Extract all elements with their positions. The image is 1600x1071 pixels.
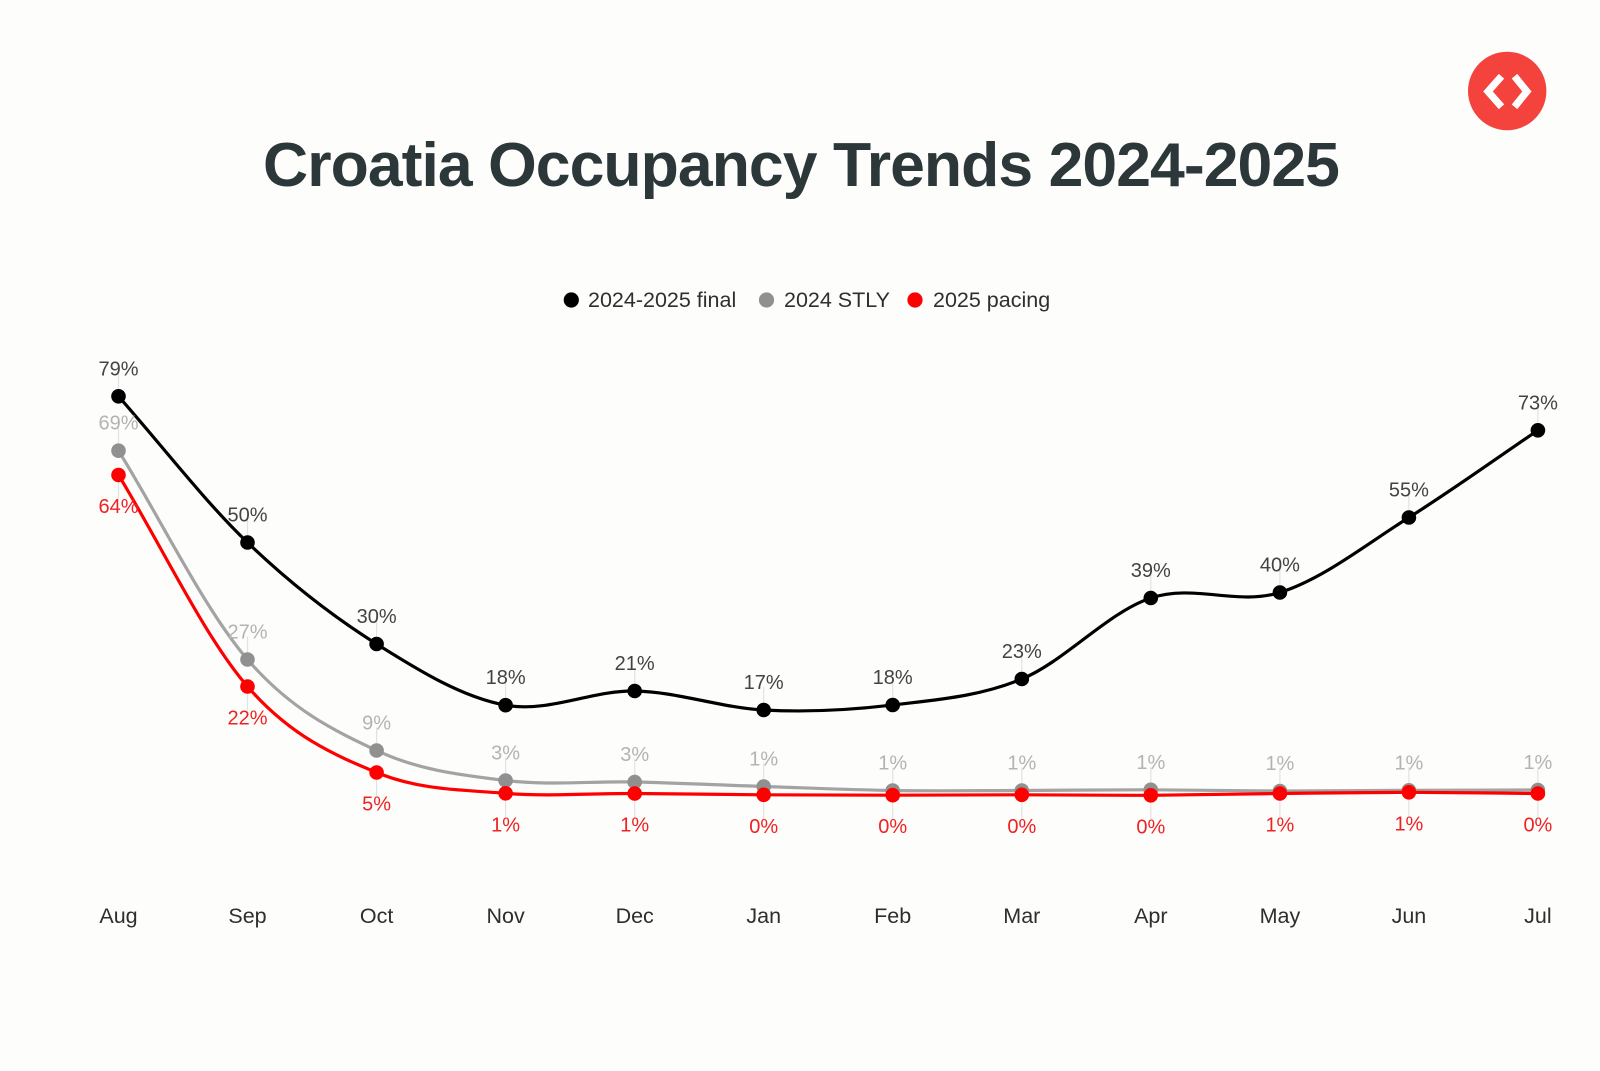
- svg-text:1%: 1%: [1394, 752, 1423, 774]
- svg-text:Dec: Dec: [616, 904, 654, 928]
- svg-text:0%: 0%: [1007, 816, 1036, 838]
- svg-text:2024-2025 final: 2024-2025 final: [588, 288, 736, 312]
- svg-text:79%: 79%: [98, 358, 138, 380]
- svg-text:Croatia Occupancy Trends 2024-: Croatia Occupancy Trends 2024-2025: [263, 130, 1339, 200]
- svg-text:1%: 1%: [1265, 815, 1294, 837]
- svg-text:30%: 30%: [357, 606, 397, 628]
- svg-text:1%: 1%: [1136, 752, 1165, 774]
- svg-text:Nov: Nov: [486, 904, 524, 928]
- svg-text:22%: 22%: [227, 708, 267, 730]
- svg-text:18%: 18%: [873, 667, 913, 689]
- svg-text:2025 pacing: 2025 pacing: [933, 288, 1050, 312]
- svg-text:Oct: Oct: [360, 904, 393, 928]
- svg-text:Feb: Feb: [874, 904, 911, 928]
- svg-text:40%: 40%: [1260, 555, 1300, 577]
- svg-text:Apr: Apr: [1134, 904, 1167, 928]
- svg-text:50%: 50%: [227, 505, 267, 527]
- svg-text:1%: 1%: [1523, 752, 1552, 774]
- svg-text:1%: 1%: [1394, 813, 1423, 835]
- svg-text:3%: 3%: [491, 743, 520, 765]
- svg-text:39%: 39%: [1131, 560, 1171, 582]
- svg-text:May: May: [1260, 904, 1301, 928]
- svg-text:1%: 1%: [749, 749, 778, 771]
- svg-text:0%: 0%: [1136, 816, 1165, 838]
- svg-text:5%: 5%: [362, 794, 391, 816]
- svg-text:23%: 23%: [1002, 641, 1042, 663]
- svg-text:Jan: Jan: [746, 904, 781, 928]
- svg-text:1%: 1%: [1007, 753, 1036, 775]
- svg-text:Jul: Jul: [1524, 904, 1551, 928]
- svg-text:27%: 27%: [227, 622, 267, 644]
- svg-text:Mar: Mar: [1003, 904, 1040, 928]
- svg-text:Jun: Jun: [1392, 904, 1427, 928]
- svg-text:2024 STLY: 2024 STLY: [784, 288, 890, 312]
- svg-text:Aug: Aug: [99, 904, 137, 928]
- svg-text:9%: 9%: [362, 713, 391, 735]
- svg-text:18%: 18%: [486, 667, 526, 689]
- svg-text:17%: 17%: [744, 672, 784, 694]
- svg-text:1%: 1%: [491, 814, 520, 836]
- svg-text:64%: 64%: [98, 496, 138, 518]
- svg-text:0%: 0%: [749, 816, 778, 838]
- svg-text:21%: 21%: [615, 653, 655, 675]
- svg-text:3%: 3%: [620, 744, 649, 766]
- svg-text:55%: 55%: [1389, 480, 1429, 502]
- svg-text:1%: 1%: [878, 753, 907, 775]
- svg-text:1%: 1%: [620, 815, 649, 837]
- svg-text:73%: 73%: [1518, 392, 1558, 414]
- svg-text:0%: 0%: [1523, 815, 1552, 837]
- svg-text:69%: 69%: [98, 413, 138, 435]
- svg-text:Sep: Sep: [228, 904, 266, 928]
- svg-text:1%: 1%: [1265, 753, 1294, 775]
- svg-text:0%: 0%: [878, 816, 907, 838]
